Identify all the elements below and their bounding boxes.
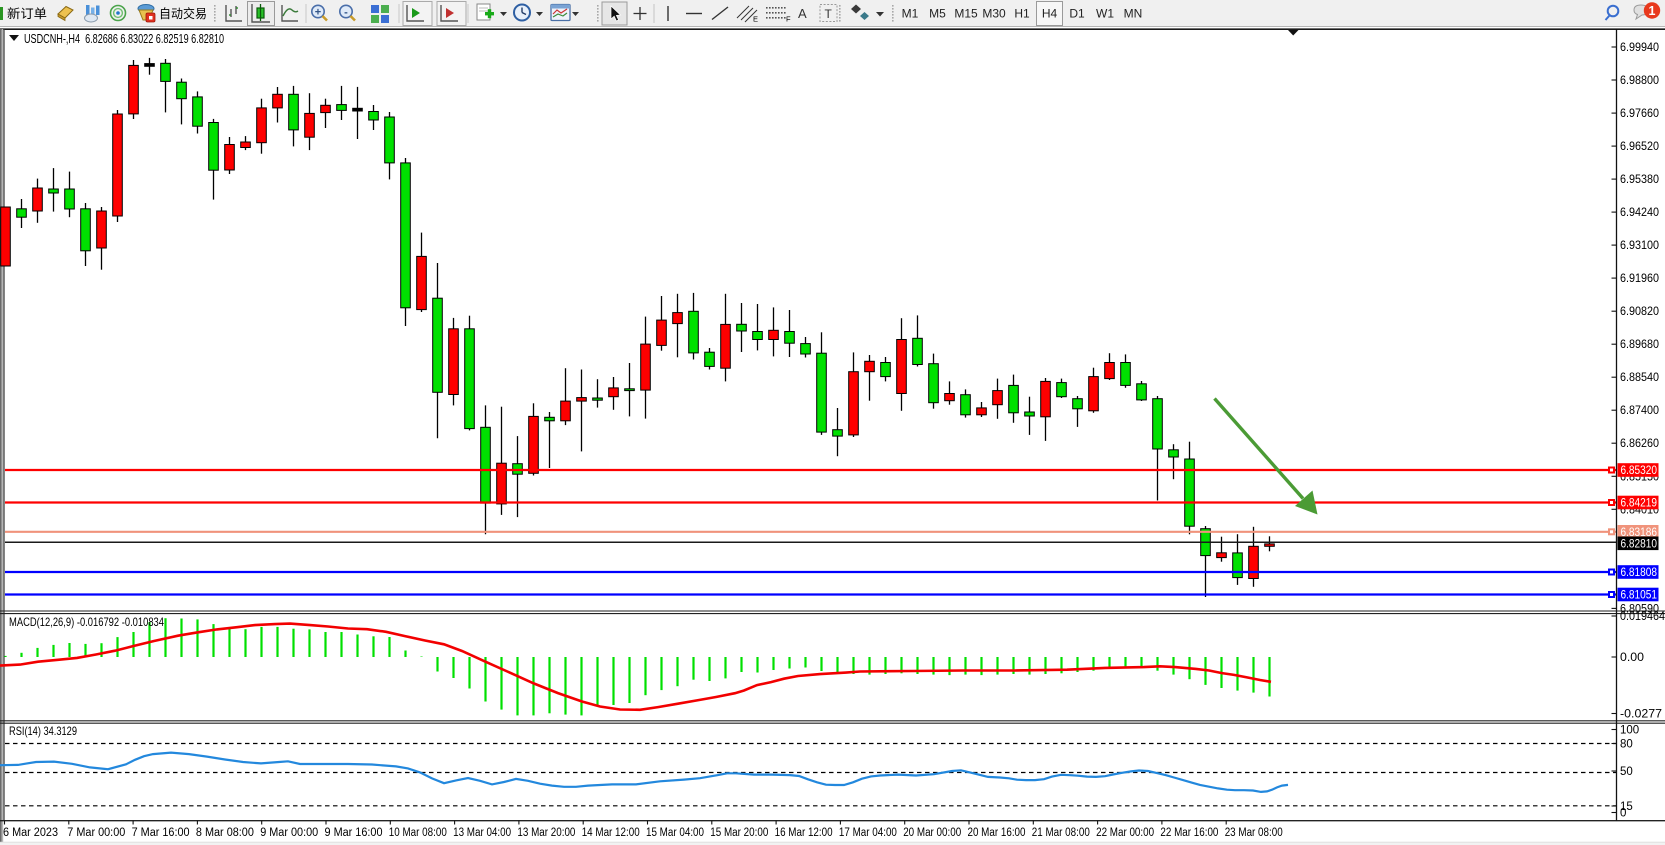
svg-text:0: 0 xyxy=(1620,808,1626,820)
svg-text:6.95380: 6.95380 xyxy=(1620,174,1659,186)
svg-text:6.86260: 6.86260 xyxy=(1620,438,1659,450)
svg-text:D1: D1 xyxy=(1069,7,1085,21)
svg-text:M1: M1 xyxy=(902,7,919,21)
svg-text:15: 15 xyxy=(1620,801,1633,813)
svg-text:6.91960: 6.91960 xyxy=(1620,273,1659,285)
svg-text:M5: M5 xyxy=(929,7,946,21)
svg-text:H1: H1 xyxy=(1014,7,1030,21)
svg-text:22 Mar 16:00: 22 Mar 16:00 xyxy=(1160,827,1218,839)
svg-text:H4: H4 xyxy=(1042,7,1058,21)
svg-text:20 Mar 00:00: 20 Mar 00:00 xyxy=(903,827,961,839)
svg-text:6.96520: 6.96520 xyxy=(1620,141,1659,153)
svg-text:M15: M15 xyxy=(954,7,978,21)
svg-text:F: F xyxy=(786,15,791,24)
svg-text:0.019464: 0.019464 xyxy=(1620,611,1665,623)
svg-text:7 Mar 00:00: 7 Mar 00:00 xyxy=(67,827,125,839)
svg-text:RSI(14) 34.3129: RSI(14) 34.3129 xyxy=(9,724,77,738)
svg-text:6.85320: 6.85320 xyxy=(1621,465,1658,477)
svg-text:6.87400: 6.87400 xyxy=(1620,405,1659,417)
svg-text:6.83186: 6.83186 xyxy=(1621,527,1658,539)
svg-text:-: - xyxy=(344,7,348,19)
svg-text:10 Mar 08:00: 10 Mar 08:00 xyxy=(389,827,447,839)
svg-text:USDCNH-,H4 6.82686 6.83022 6.: USDCNH-,H4 6.82686 6.83022 6.82519 6.828… xyxy=(24,32,224,46)
svg-text:0.00: 0.00 xyxy=(1620,652,1644,664)
svg-text:6.93100: 6.93100 xyxy=(1620,240,1659,252)
svg-text:-0.0277: -0.0277 xyxy=(1620,709,1662,721)
svg-text:6.98800: 6.98800 xyxy=(1620,75,1659,87)
svg-text:7 Mar 16:00: 7 Mar 16:00 xyxy=(132,827,190,839)
svg-text:A: A xyxy=(798,6,807,21)
svg-text:9 Mar 00:00: 9 Mar 00:00 xyxy=(260,827,318,839)
svg-text:80: 80 xyxy=(1620,739,1633,751)
svg-text:17 Mar 04:00: 17 Mar 04:00 xyxy=(839,827,897,839)
svg-text:6.82810: 6.82810 xyxy=(1621,538,1658,550)
svg-text:W1: W1 xyxy=(1096,7,1114,21)
svg-text:6.81808: 6.81808 xyxy=(1621,567,1658,579)
svg-text:15 Mar 04:00: 15 Mar 04:00 xyxy=(646,827,704,839)
svg-text:6 Mar 2023: 6 Mar 2023 xyxy=(3,827,58,839)
svg-text:14 Mar 12:00: 14 Mar 12:00 xyxy=(582,827,640,839)
svg-text:13 Mar 20:00: 13 Mar 20:00 xyxy=(517,827,575,839)
svg-text:自动交易: 自动交易 xyxy=(159,6,207,21)
svg-text:+: + xyxy=(315,7,321,19)
svg-text:E: E xyxy=(753,15,758,24)
svg-text:6.80590: 6.80590 xyxy=(1620,603,1659,615)
svg-text:100: 100 xyxy=(1620,725,1639,737)
svg-text:8 Mar 08:00: 8 Mar 08:00 xyxy=(196,827,254,839)
svg-text:MACD(12,26,9) -0.016792 -0.010: MACD(12,26,9) -0.016792 -0.010834 xyxy=(9,615,164,629)
svg-text:16 Mar 12:00: 16 Mar 12:00 xyxy=(775,827,833,839)
svg-text:M30: M30 xyxy=(982,7,1006,21)
svg-text:50: 50 xyxy=(1620,766,1633,778)
svg-text:22 Mar 00:00: 22 Mar 00:00 xyxy=(1096,827,1154,839)
svg-text:15 Mar 20:00: 15 Mar 20:00 xyxy=(710,827,768,839)
svg-text:MN: MN xyxy=(1124,7,1143,21)
svg-text:23 Mar 08:00: 23 Mar 08:00 xyxy=(1225,827,1283,839)
svg-text:20 Mar 16:00: 20 Mar 16:00 xyxy=(968,827,1026,839)
svg-text:13 Mar 04:00: 13 Mar 04:00 xyxy=(453,827,511,839)
svg-text:6.90820: 6.90820 xyxy=(1620,306,1659,318)
svg-text:21 Mar 08:00: 21 Mar 08:00 xyxy=(1032,827,1090,839)
svg-text:6.84219: 6.84219 xyxy=(1621,498,1658,510)
svg-text:1: 1 xyxy=(1649,4,1656,18)
svg-text:6.88540: 6.88540 xyxy=(1620,372,1659,384)
svg-text:新订单: 新订单 xyxy=(7,6,47,21)
svg-text:6.99940: 6.99940 xyxy=(1620,42,1659,54)
svg-text:6.94240: 6.94240 xyxy=(1620,207,1659,219)
svg-text:T: T xyxy=(825,7,833,21)
svg-text:6.89680: 6.89680 xyxy=(1620,339,1659,351)
svg-text:6.97660: 6.97660 xyxy=(1620,108,1659,120)
svg-text:6.81051: 6.81051 xyxy=(1621,590,1658,602)
svg-text:9 Mar 16:00: 9 Mar 16:00 xyxy=(325,827,383,839)
